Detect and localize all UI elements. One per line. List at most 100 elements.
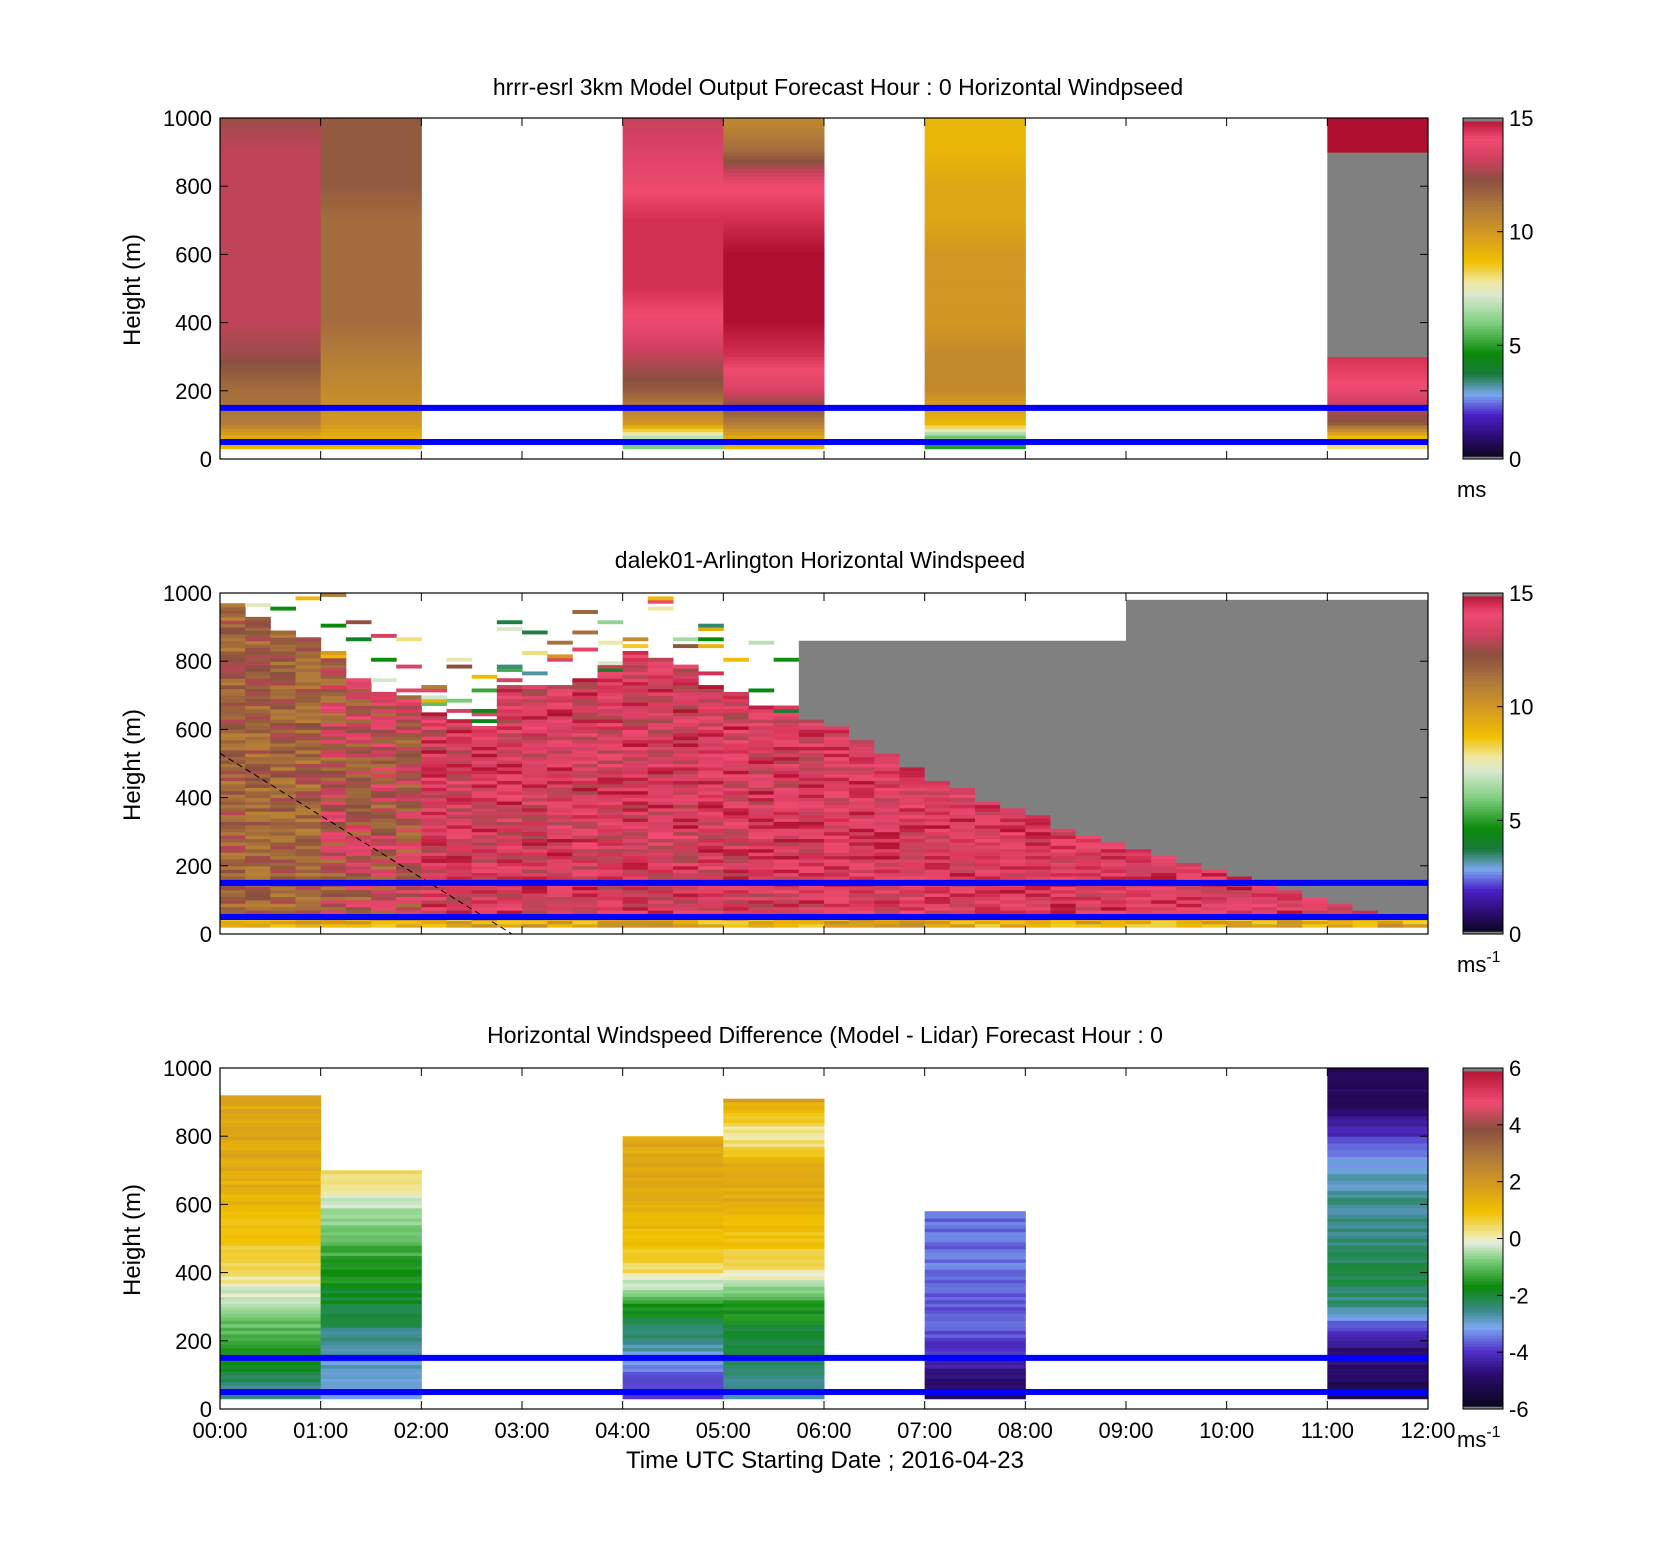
heatmap-cell bbox=[798, 818, 825, 822]
heatmap-cell bbox=[345, 818, 372, 822]
heatmap-cell bbox=[1025, 852, 1051, 857]
heatmap-cell bbox=[622, 664, 649, 669]
heatmap-cell bbox=[773, 920, 800, 925]
heatmap-cell bbox=[295, 763, 322, 768]
heatmap-cell bbox=[975, 736, 1001, 741]
heatmap-cell bbox=[220, 179, 322, 184]
heatmap-cell bbox=[295, 807, 322, 812]
heatmap-cell bbox=[1151, 801, 1177, 805]
heatmap-cell bbox=[1402, 910, 1429, 915]
heatmap-cell bbox=[496, 790, 523, 795]
heatmap-cell bbox=[622, 920, 649, 925]
heatmap-cell bbox=[1050, 807, 1077, 812]
heatmap-cell bbox=[723, 302, 825, 307]
colorbar-segment bbox=[1463, 681, 1503, 685]
heatmap-cell bbox=[1327, 872, 1353, 877]
colorbar-segment bbox=[1463, 669, 1503, 674]
heatmap-cell bbox=[849, 695, 875, 700]
heatmap-cell bbox=[899, 773, 926, 778]
colorbar-segment bbox=[1463, 837, 1503, 841]
heatmap-cell bbox=[1226, 695, 1253, 700]
heatmap-cell bbox=[446, 818, 473, 822]
heatmap-cell bbox=[924, 428, 1026, 433]
heatmap-cell bbox=[1075, 739, 1102, 744]
heatmap-cell bbox=[647, 671, 674, 676]
heatmap-cell bbox=[1352, 848, 1379, 853]
heatmap-cell bbox=[1176, 756, 1202, 761]
heatmap-cell bbox=[572, 705, 598, 710]
heatmap-cell bbox=[1226, 889, 1253, 894]
heatmap-cell bbox=[1151, 668, 1177, 672]
heatmap-cell bbox=[647, 732, 674, 737]
heatmap-cell bbox=[496, 896, 523, 901]
heatmap-cell bbox=[899, 695, 926, 700]
heatmap-cell bbox=[1226, 664, 1253, 669]
heatmap-cell bbox=[320, 869, 347, 874]
heatmap-cell bbox=[1100, 923, 1127, 928]
heatmap-cell bbox=[496, 845, 523, 850]
colorbar-segment bbox=[1463, 231, 1503, 236]
heatmap-cell bbox=[1277, 657, 1303, 662]
heatmap-cell bbox=[1402, 627, 1429, 632]
heatmap-cell bbox=[320, 322, 422, 327]
heatmap-cell bbox=[270, 705, 296, 710]
heatmap-cell bbox=[698, 824, 724, 829]
heatmap-cell bbox=[1126, 708, 1152, 713]
heatmap-cell bbox=[622, 264, 724, 269]
heatmap-cell bbox=[1251, 722, 1278, 727]
heatmap-cell bbox=[1352, 828, 1379, 833]
heatmap-cell bbox=[1100, 766, 1127, 771]
heatmap-cell bbox=[647, 818, 674, 822]
heatmap-cell bbox=[723, 380, 825, 385]
heatmap-cell bbox=[1302, 780, 1328, 785]
heatmap-cell bbox=[622, 835, 649, 840]
heatmap-cell bbox=[1151, 616, 1177, 621]
heatmap-cell bbox=[1327, 780, 1353, 785]
heatmap-cell bbox=[1352, 674, 1379, 679]
heatmap-cell bbox=[1352, 657, 1379, 662]
heatmap-cell bbox=[1352, 821, 1379, 826]
heatmap-cell bbox=[446, 821, 473, 826]
heatmap-cell bbox=[622, 801, 649, 805]
heatmap-cell bbox=[371, 896, 397, 901]
heatmap-cell bbox=[220, 1361, 322, 1366]
heatmap-cell bbox=[924, 165, 1026, 170]
heatmap-cell bbox=[1277, 746, 1303, 751]
colorbar-segment bbox=[1463, 118, 1503, 122]
heatmap-cell bbox=[1075, 715, 1102, 720]
heatmap-cell bbox=[647, 708, 674, 713]
heatmap-cell bbox=[1151, 671, 1177, 676]
heatmap-cell bbox=[1126, 876, 1152, 880]
heatmap-cell bbox=[572, 886, 598, 891]
heatmap-cell bbox=[320, 736, 347, 741]
heatmap-cell bbox=[673, 685, 699, 689]
heatmap-cell bbox=[270, 865, 296, 870]
heatmap-cell bbox=[396, 831, 422, 836]
heatmap-cell bbox=[1277, 903, 1303, 908]
heatmap-cell bbox=[975, 886, 1001, 891]
heatmap-cell bbox=[1277, 780, 1303, 785]
heatmap-cell bbox=[245, 739, 271, 744]
heatmap-cell bbox=[220, 353, 322, 358]
heatmap-cell bbox=[220, 424, 322, 429]
heatmap-cell bbox=[320, 445, 422, 450]
heatmap-cell bbox=[1151, 838, 1177, 843]
heatmap-cell bbox=[421, 739, 447, 744]
heatmap-cell bbox=[1201, 654, 1228, 659]
heatmap-cell bbox=[496, 923, 523, 928]
heatmap-cell bbox=[723, 811, 749, 816]
heatmap-cell bbox=[949, 725, 976, 730]
heatmap-cell bbox=[622, 760, 649, 764]
heatmap-cell bbox=[723, 855, 749, 860]
heatmap-cell bbox=[1025, 889, 1051, 894]
heatmap-cell bbox=[748, 893, 775, 897]
heatmap-cell bbox=[924, 647, 951, 652]
heatmap-cell bbox=[748, 722, 775, 727]
heatmap-cell bbox=[597, 865, 624, 870]
heatmap-cell bbox=[975, 739, 1001, 744]
heatmap-cell bbox=[1277, 722, 1303, 727]
heatmap-cell bbox=[1277, 821, 1303, 826]
heatmap-cell bbox=[1176, 685, 1202, 689]
heatmap-cell bbox=[1201, 783, 1228, 788]
heatmap-cell bbox=[1100, 729, 1127, 734]
